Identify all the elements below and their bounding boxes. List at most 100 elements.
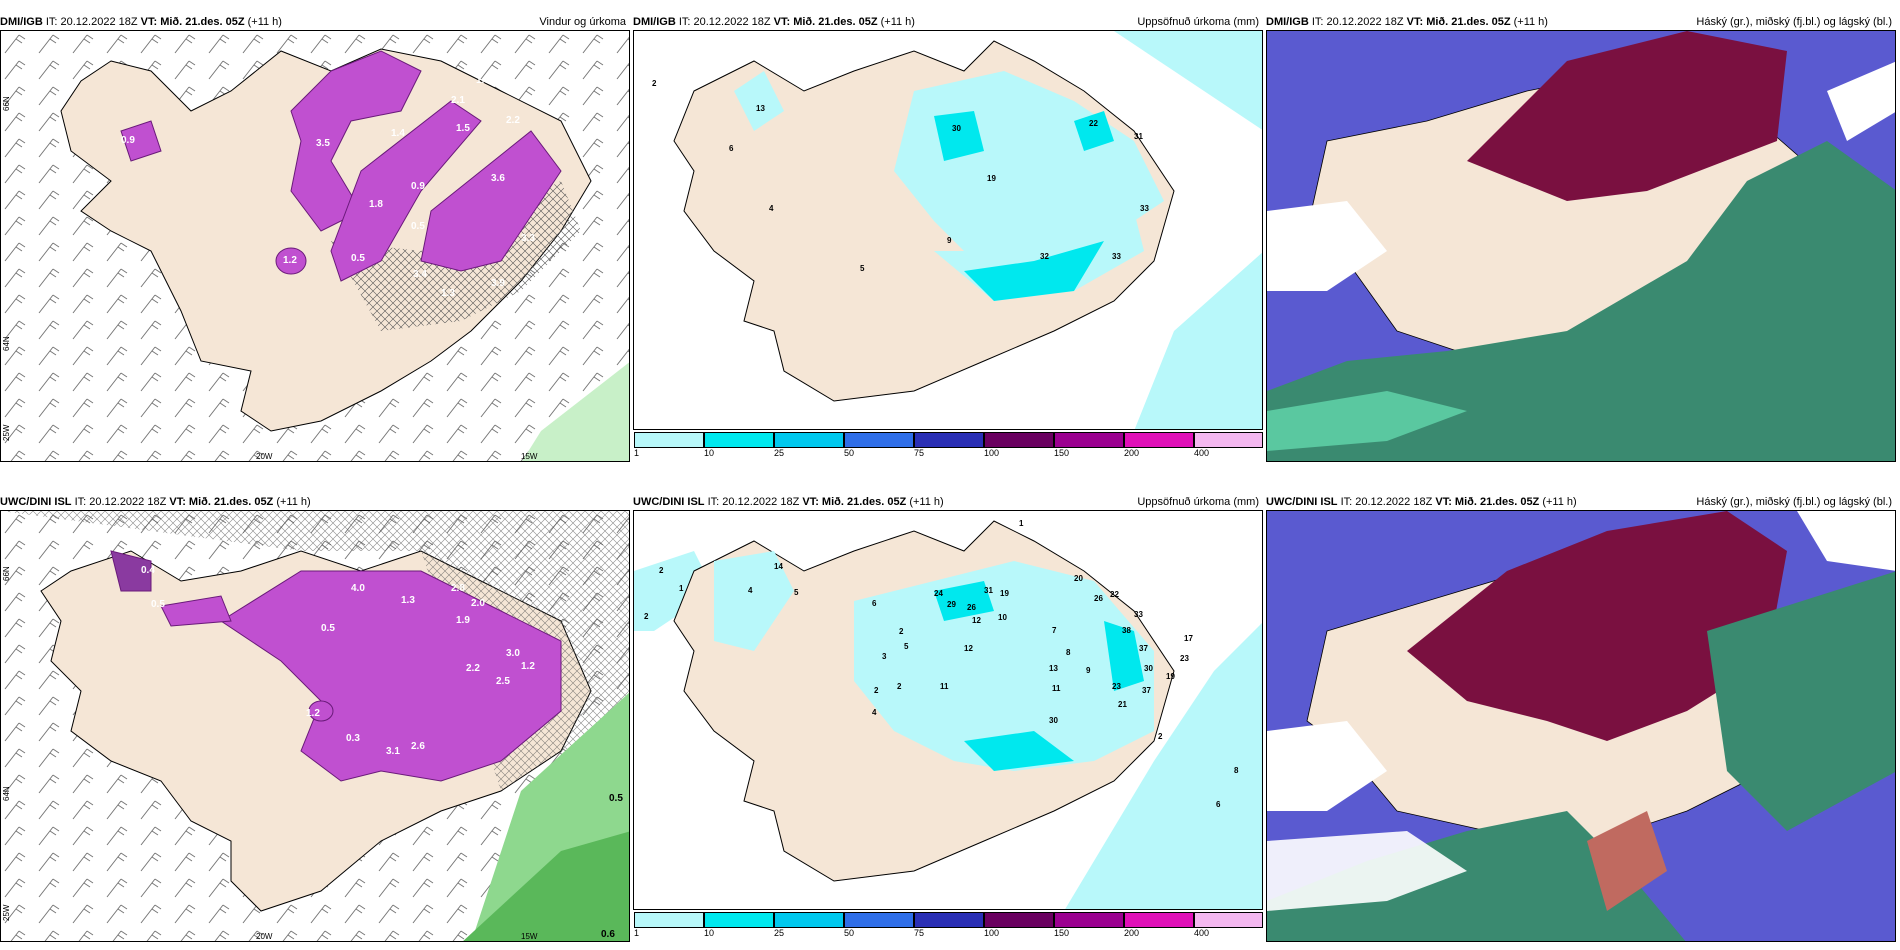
panel-wind-precip-dmi: DMI/IGB IT: 20.12.2022 18Z VT: Mið. 21.d… [0,14,630,462]
accum-value: 37 [1142,686,1151,695]
issue-time: IT: 20.12.2022 18Z [45,16,138,28]
latitude-label: 66N [2,566,11,581]
accum-value: 2 [1158,732,1163,741]
panel-title: Vindur og úrkoma [539,16,626,28]
colorbar-swatch [914,432,984,448]
longitude-label: 15W [521,452,538,461]
colorbar-swatch [774,432,844,448]
colorbar: 1 10 25 50 75 100 150 200 400 [633,432,1263,458]
map-wind-precip: 1.7 2.1 1.5 2.2 3.5 1.4 0.9 0.5 1.8 3.6 … [0,30,630,462]
colorbar-tick: 200 [1124,928,1140,938]
precip-label: 3.1 [386,746,400,757]
colorbar-swatch [1194,432,1263,448]
precip-label: 1.9 [456,615,470,626]
longitude-label: 25W [2,424,11,441]
panel-title: Uppsöfnuð úrkoma (mm) [1137,16,1259,28]
precip-band [290,50,422,232]
colorbar-tick: 50 [844,448,855,458]
latitude-label: 66N [2,96,11,111]
precip-label: 2.8 [451,583,465,594]
precip-label: 3.9 [491,278,505,289]
panel-header: DMI/IGB IT: 20.12.2022 18Z VT: Mið. 21.d… [1266,14,1896,30]
accum-value: 19 [1166,672,1175,681]
map-accum-precip: 1 2 1 2 14 4 5 6 24 29 26 31 19 20 26 22… [633,510,1263,910]
colorbar-tick: 25 [774,928,785,938]
wind-precip-svg: 0.4 0.5 0.5 4.0 1.3 1.9 2.0 2.8 3.0 1.2 … [1,511,629,941]
precip-label: 2.2 [506,115,520,126]
accum-svg: 2 13 6 4 30 19 22 31 33 9 5 32 33 [652,31,1262,429]
colorbar-tick: 1 [634,448,640,458]
precip-label: 1.2 [283,255,297,266]
valid-time: VT: Mið. 21.des. 05Z [773,16,878,28]
accum-value: 8 [1066,648,1071,657]
model-source: UWC/DINI ISL [1266,496,1338,508]
precip-label: 2.0 [471,598,485,609]
panel-clouds-uwc: UWC/DINI ISL IT: 20.12.2022 18Z VT: Mið.… [1266,494,1896,942]
colorbar-tick: 10 [704,928,715,938]
accum-value: 1 [679,584,684,593]
map-clouds [1266,30,1896,462]
panel-accum-precip-dmi: DMI/IGB IT: 20.12.2022 18Z VT: Mið. 21.d… [633,14,1263,462]
accum-value: 14 [774,562,783,571]
accum-value: 22 [1089,119,1098,128]
accum-value: 31 [1134,132,1143,141]
accum-value: 24 [934,589,943,598]
precip-label: 0.5 [411,221,425,232]
accum-value: 20 [1074,574,1083,583]
issue-time: IT: 20.12.2022 18Z [707,496,800,508]
panel-title: Háský (gr.), miðský (fj.bl.) og lágský (… [1696,16,1892,28]
precip-label: 1.3 [401,595,415,606]
panel-accum-precip-uwc: UWC/DINI ISL IT: 20.12.2022 18Z VT: Mið.… [633,494,1263,942]
accum-value: 23 [1112,682,1121,691]
accum-value: 6 [729,144,734,153]
accum-value: 3 [882,652,887,661]
lead-time: (+11 h) [1513,16,1548,28]
precip-label: 1.8 [369,199,383,210]
map-wind-precip: 0.4 0.5 0.5 4.0 1.3 1.9 2.0 2.8 3.0 1.2 … [0,510,630,942]
accum-value: 13 [756,104,765,113]
precip-label: 3.5 [316,138,330,149]
precip-label: 0.9 [121,135,135,146]
accum-value: 30 [952,124,961,133]
lead-time: (+11 h) [247,16,282,28]
accum-value: 31 [984,586,993,595]
accum-value: 4 [748,586,753,595]
colorbar-swatch [1054,912,1124,928]
valid-time: VT: Mið. 21.des. 05Z [802,496,907,508]
latitude-label: 64N [2,786,11,801]
accum-value: 30 [1144,664,1153,673]
map-accum-precip: 2 13 6 4 30 19 22 31 33 9 5 32 33 [633,30,1263,430]
valid-time: VT: Mið. 21.des. 05Z [1435,496,1540,508]
model-source: DMI/IGB [0,16,43,28]
precip-label: 3.0 [506,648,520,659]
wind-precip-svg: 1.7 2.1 1.5 2.2 3.5 1.4 0.9 0.5 1.8 3.6 … [1,31,629,461]
accum-value: 26 [967,603,976,612]
colorbar-swatch [984,912,1054,928]
accum-value: 19 [1000,589,1009,598]
precip-label: 0.5 [151,599,165,610]
precip-label: 0.9 [411,181,425,192]
panel-header: UWC/DINI ISL IT: 20.12.2022 18Z VT: Mið.… [0,494,630,510]
accum-value: 30 [1049,716,1058,725]
accum-value: 26 [1094,594,1103,603]
precip-label: 2.5 [496,676,510,687]
colorbar-tick: 400 [1194,928,1210,938]
panel-title: Háský (gr.), miðský (fj.bl.) og lágský (… [1696,496,1892,508]
panel-header: UWC/DINI ISL IT: 20.12.2022 18Z VT: Mið.… [1266,494,1896,510]
precip-label: 1.5 [456,123,470,134]
accum-value: 13 [1049,664,1058,673]
accum-value: 29 [947,600,956,609]
precip-label: 2.2 [466,663,480,674]
accum-value: 1 [1019,519,1024,528]
precip-label: 1.3 [441,288,455,299]
colorbar-swatch [634,912,704,928]
accum-value: 4 [872,708,877,717]
accum-value: 4 [769,204,774,213]
colorbar-swatch [984,432,1054,448]
accum-value: 2 [644,612,649,621]
accum-value: 5 [904,642,909,651]
accum-value: 5 [860,264,865,273]
issue-time: IT: 20.12.2022 18Z [678,16,771,28]
colorbar-swatch [1194,912,1263,928]
colorbar-swatch [844,912,914,928]
